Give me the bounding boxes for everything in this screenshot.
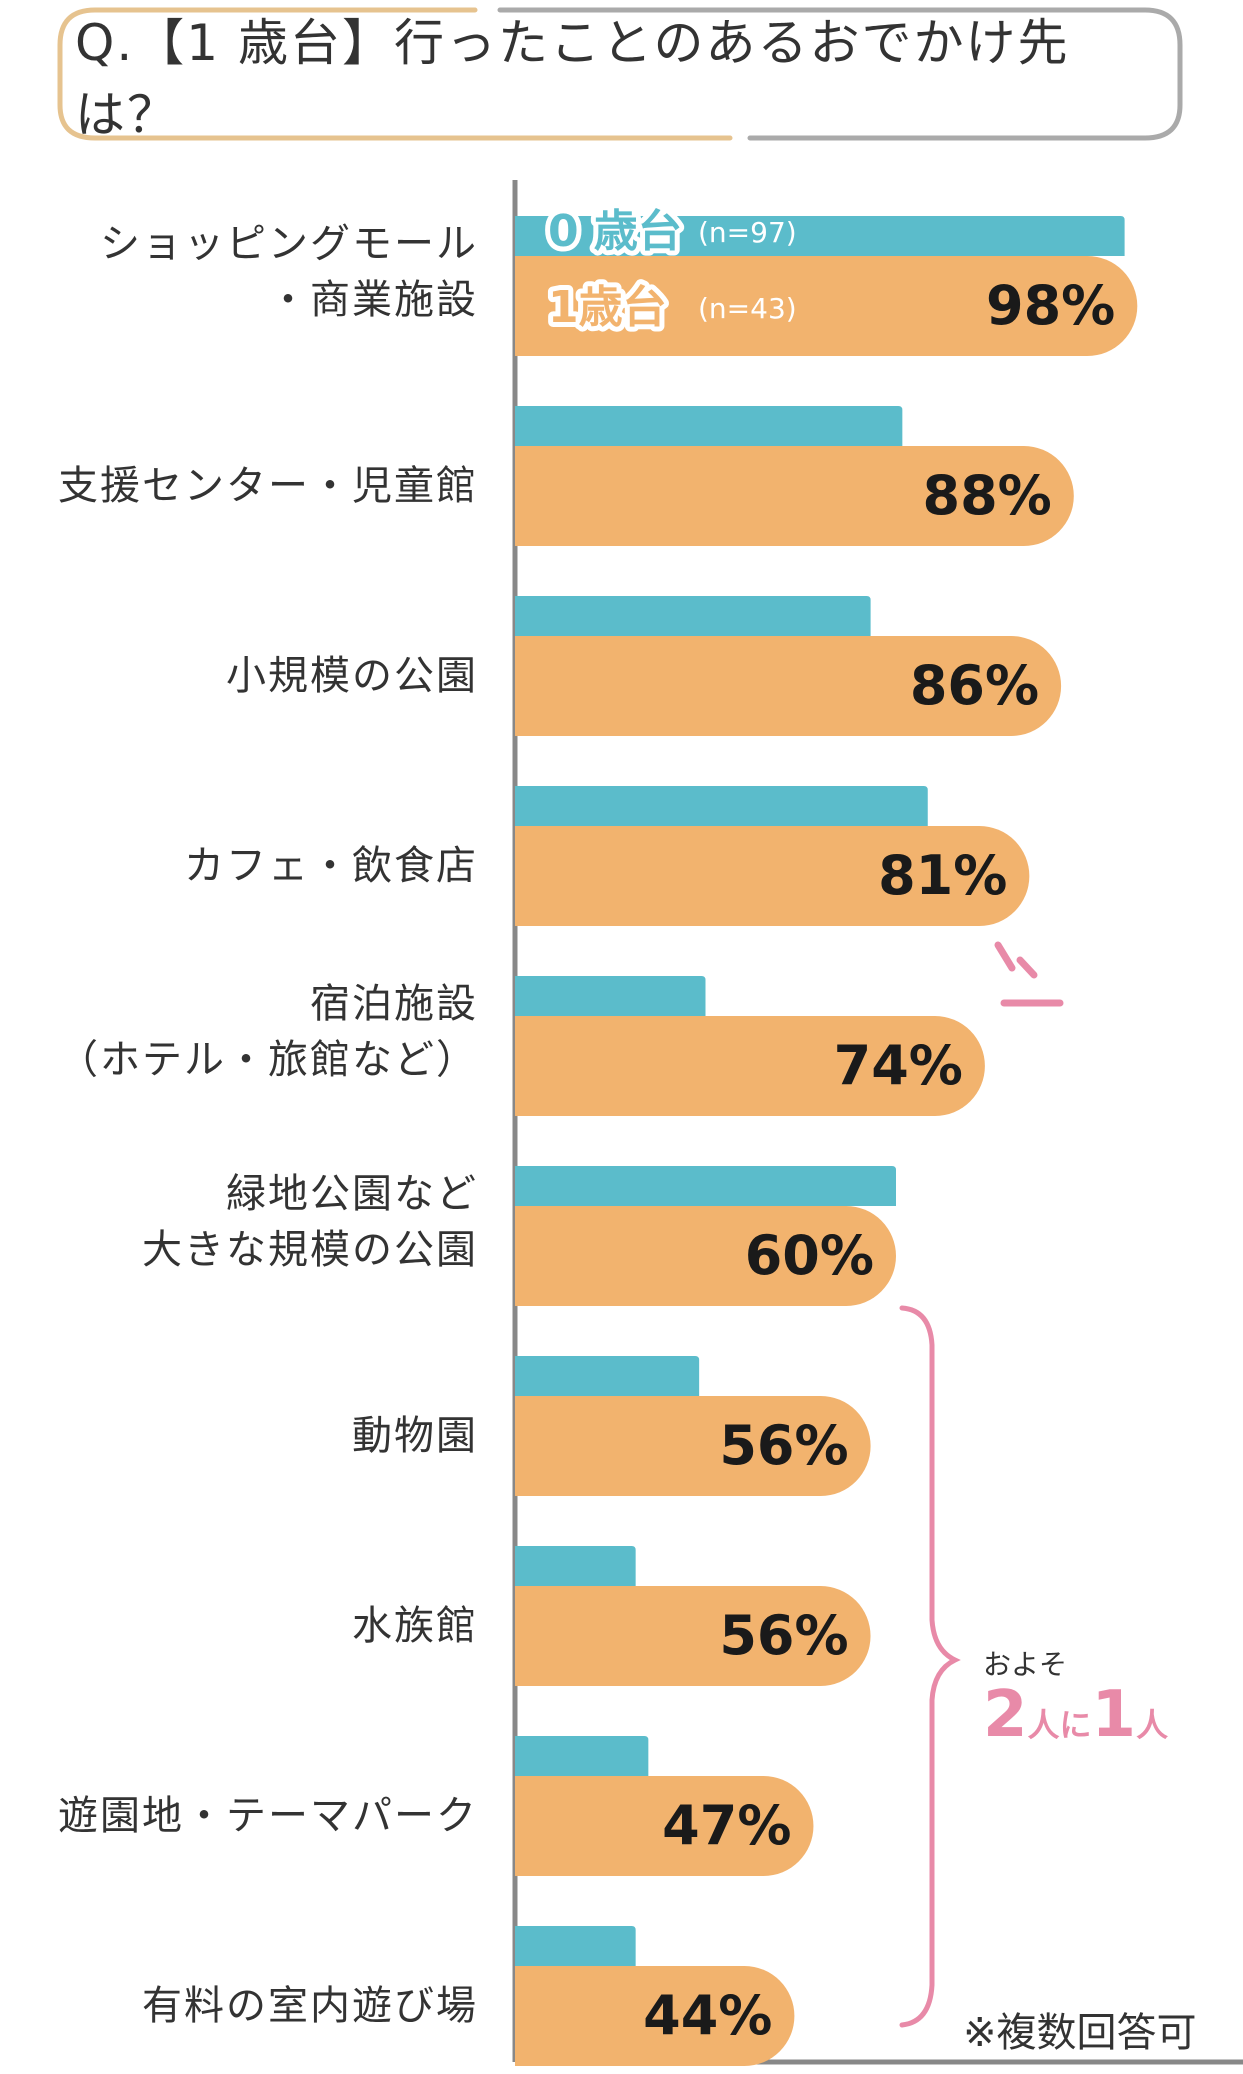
bar-age0	[515, 976, 706, 1016]
category-label-line: 遊園地・テーマパーク	[58, 1793, 478, 1839]
legend-age1-n: (n=43)	[698, 292, 797, 325]
bar-age0	[515, 596, 871, 636]
category-label-line: 緑地公園など	[226, 1171, 478, 1217]
category-label: 水族館	[0, 1598, 478, 1654]
category-label: 小規模の公園	[0, 648, 478, 704]
bar-age1	[515, 636, 1062, 736]
bar-age1	[515, 1966, 795, 2066]
legend-age0-name: 0 歳台	[548, 206, 682, 257]
bar-age0	[515, 786, 928, 826]
annotation-approx: およそ	[983, 1648, 1068, 1681]
category-label-line: 支援センター・児童館	[58, 463, 478, 509]
annotation-word2: 人	[1136, 1706, 1169, 1744]
category-label-line: 宿泊施設	[310, 981, 478, 1027]
bar-age0	[515, 1736, 649, 1776]
data-label: 88%	[923, 464, 1052, 527]
legend-age1-name: 1歳台	[548, 282, 667, 333]
category-label-line: 水族館	[352, 1603, 478, 1649]
category-label-line: カフェ・飲食店	[184, 843, 478, 889]
title-frame-lines	[57, 7, 1183, 141]
bar-age1	[515, 1586, 871, 1686]
data-label: 81%	[878, 844, 1007, 907]
category-label: 有料の室内遊び場	[0, 1978, 478, 2034]
bar-age0	[515, 1926, 636, 1966]
legend-age1: 1歳台 (n=43)	[543, 277, 797, 338]
category-label-line: 小規模の公園	[226, 653, 478, 699]
bar-age1	[515, 1206, 896, 1306]
category-label: 遊園地・テーマパーク	[0, 1788, 478, 1844]
category-label-line: ショッピングモール	[100, 221, 478, 267]
bar-age0	[515, 406, 903, 446]
bar-age1	[515, 256, 1138, 356]
category-label: 動物園	[0, 1408, 478, 1464]
bar-age0	[515, 216, 1125, 256]
annotation-ratio: 2人に1人	[983, 1678, 1168, 1752]
data-label: 56%	[719, 1604, 848, 1667]
title-frame-right	[497, 7, 1183, 141]
bar-age1	[515, 826, 1030, 926]
bar-age0	[515, 1546, 636, 1586]
category-label-line: ・商業施設	[268, 277, 478, 323]
annotation-num2: 1	[1091, 1678, 1137, 1752]
data-label: 74%	[834, 1034, 963, 1097]
bar-age1	[515, 1016, 985, 1116]
data-label: 98%	[986, 274, 1115, 337]
annotation-word1: 人に	[1027, 1706, 1092, 1744]
category-label-line: 有料の室内遊び場	[142, 1983, 478, 2029]
category-label: ショッピングモール・商業施設	[0, 216, 478, 328]
title-frame-left	[57, 7, 733, 141]
annotation-num1: 2	[983, 1678, 1028, 1752]
data-label: 56%	[719, 1414, 848, 1477]
bar-age0	[515, 1166, 896, 1206]
data-label: 47%	[662, 1794, 791, 1857]
category-label-line: 大きな規模の公園	[142, 1227, 478, 1273]
bar-age0	[515, 1356, 700, 1396]
category-label: カフェ・飲食店	[0, 838, 478, 894]
data-label: 44%	[643, 1984, 772, 2047]
footnote: ※複数回答可	[963, 2010, 1197, 2056]
legend-age0-n: (n=97)	[698, 216, 797, 249]
bar-age1	[515, 446, 1074, 546]
bar-age1	[515, 1396, 871, 1496]
bar-age1	[515, 1776, 814, 1876]
category-label-line: 動物園	[352, 1413, 478, 1459]
category-label-line: （ホテル・旅館など）	[58, 1037, 478, 1083]
title-frame: Q.【1 歳台】行ったことのあるおでかけ先は？	[0, 0, 1243, 150]
category-label: 支援センター・児童館	[0, 458, 478, 514]
data-label: 60%	[745, 1224, 874, 1287]
category-label: 緑地公園など大きな規模の公園	[0, 1166, 478, 1278]
data-label: 86%	[910, 654, 1039, 717]
category-label: 宿泊施設 （ホテル・旅館など）	[0, 976, 478, 1088]
legend-age0: 0 歳台 (n=97)	[543, 201, 797, 262]
